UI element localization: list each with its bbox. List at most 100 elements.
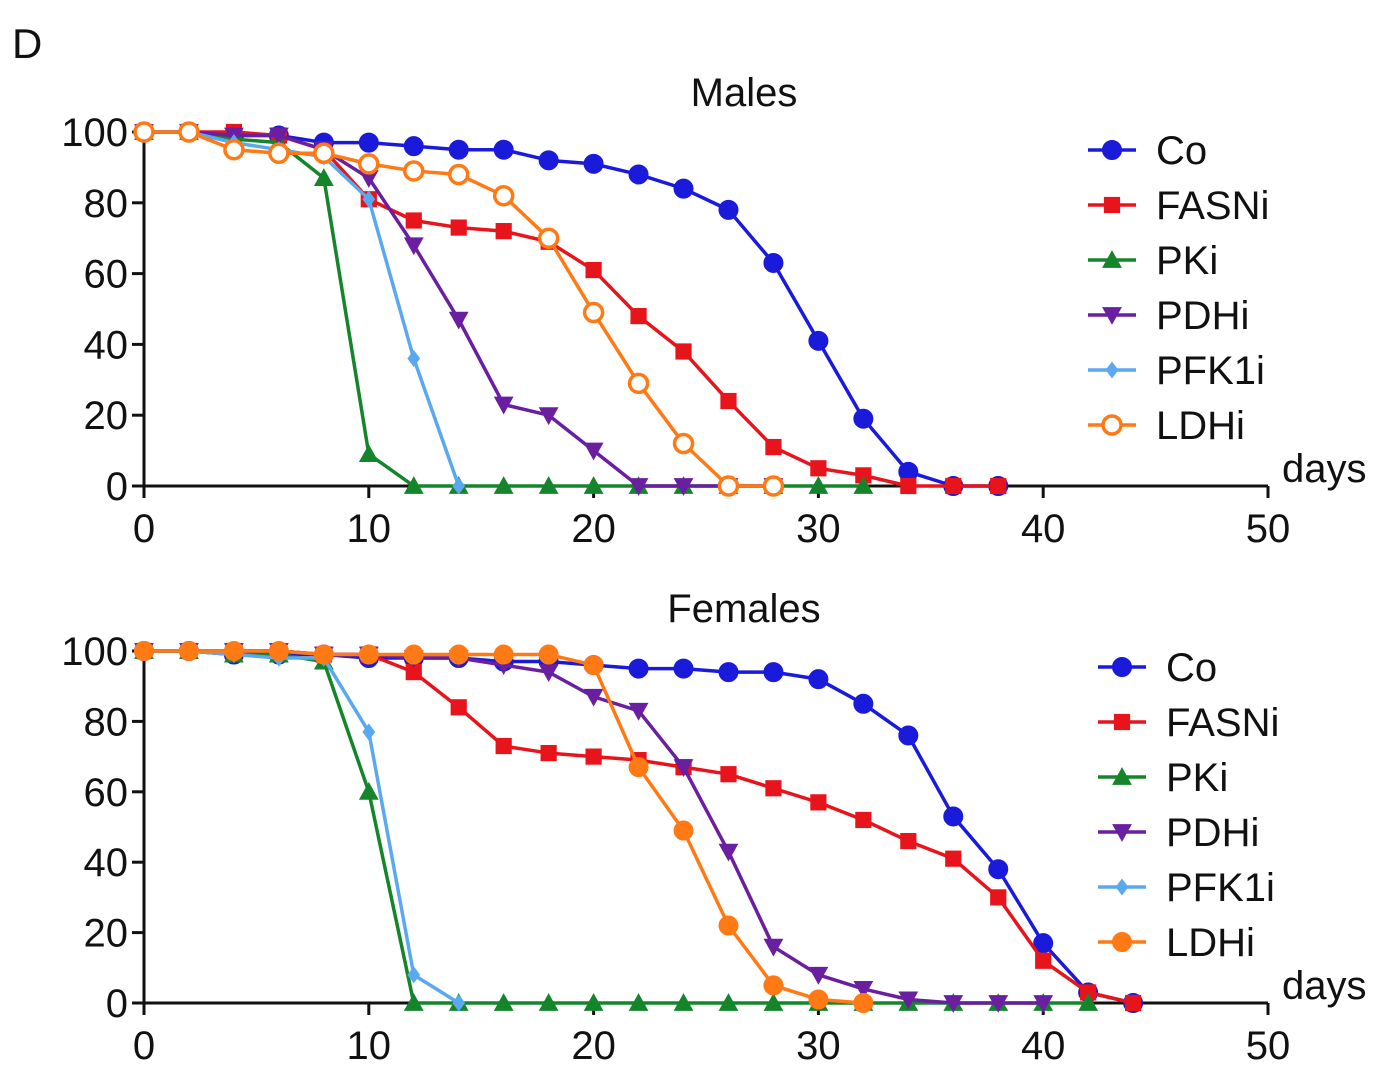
data-point-co xyxy=(448,139,469,160)
x-tick-label: 40 xyxy=(1021,1024,1066,1062)
data-point-ldhi xyxy=(447,163,470,186)
y-tick-label: 60 xyxy=(84,253,129,297)
data-point-ldhi xyxy=(313,644,334,665)
legend-marker-fasni xyxy=(1103,196,1121,214)
chart-panel-females: Females 0 20 40 60 80 100 0 10 20 30 40 50 days Co FASN… xyxy=(61,587,1366,1067)
legend-label-ldhi: LDHi xyxy=(1156,404,1245,448)
data-point-co xyxy=(628,164,649,185)
x-tick-label: 50 xyxy=(1246,1024,1291,1062)
data-point-pki xyxy=(1078,993,1099,1011)
x-tick-label: 0 xyxy=(133,1024,155,1062)
data-point-fasni xyxy=(855,811,872,829)
data-point-pdhi xyxy=(673,478,694,496)
x-tick-label: 30 xyxy=(796,1024,841,1062)
data-point-co xyxy=(808,669,829,690)
data-point-pdhi xyxy=(493,396,514,415)
data-point-ldhi xyxy=(628,757,649,778)
legend-item-pki: PKi xyxy=(1098,756,1228,800)
data-point-fasni xyxy=(855,467,872,484)
data-point-ldhi xyxy=(718,915,739,936)
data-point-ldhi xyxy=(538,644,559,665)
data-point-pdhi xyxy=(988,995,1009,1013)
y-tick-label: 40 xyxy=(84,841,129,885)
data-point-ldhi xyxy=(403,160,425,182)
data-point-pdhi xyxy=(583,442,604,461)
legend-label-fasni: FASNi xyxy=(1156,184,1269,228)
x-axis-label: days xyxy=(1282,447,1367,491)
legend-label-pdhi: PDHi xyxy=(1166,811,1259,855)
data-point-ldhi xyxy=(178,121,200,143)
legend-marker-pki xyxy=(1102,250,1122,268)
data-point-pki xyxy=(403,993,424,1011)
data-point-fasni xyxy=(585,261,602,279)
data-point-fasni xyxy=(945,850,962,867)
data-point-co xyxy=(808,330,829,351)
data-point-pki xyxy=(493,993,514,1011)
data-point-co xyxy=(1033,933,1054,954)
data-point-fasni xyxy=(1035,952,1052,969)
legend-item-pfk1i: PFK1i xyxy=(1088,349,1265,393)
data-point-fasni xyxy=(630,307,647,325)
legend-item-fasni: FASNi xyxy=(1098,701,1279,745)
data-point-pfk1i xyxy=(452,994,466,1012)
data-point-ldhi xyxy=(223,641,244,661)
data-point-co xyxy=(538,150,559,171)
data-point-ldhi xyxy=(358,644,379,665)
data-point-co xyxy=(853,693,874,714)
data-point-co xyxy=(943,806,964,827)
legend-label-co: Co xyxy=(1156,129,1207,173)
x-tick-label: 50 xyxy=(1246,507,1291,551)
data-point-pki xyxy=(628,993,649,1011)
x-tick-label: 10 xyxy=(347,507,392,551)
data-point-ldhi xyxy=(492,184,515,207)
data-point-pdhi xyxy=(538,407,559,426)
data-point-co xyxy=(583,153,604,174)
data-point-ldhi xyxy=(223,138,245,161)
legend-label-pdhi: PDHi xyxy=(1156,294,1249,338)
legend-label-pki: PKi xyxy=(1156,239,1218,283)
data-point-ldhi xyxy=(808,989,829,1010)
data-point-ldhi xyxy=(853,993,874,1013)
data-point-pki xyxy=(403,476,424,494)
data-point-fasni xyxy=(765,438,782,456)
data-point-ldhi xyxy=(448,644,469,665)
series-line-ldhi xyxy=(144,649,864,1005)
data-point-pdhi xyxy=(403,237,424,256)
data-point-co xyxy=(493,139,514,160)
data-point-pdhi xyxy=(628,478,649,496)
data-point-pki xyxy=(718,993,739,1011)
x-tick-label: 40 xyxy=(1021,507,1066,551)
data-point-fasni xyxy=(675,343,692,360)
data-point-pki xyxy=(763,993,784,1011)
legend-label-ldhi: LDHi xyxy=(1166,921,1255,965)
legend-item-ldhi: LDHi xyxy=(1088,404,1245,448)
legend-label-pfk1i: PFK1i xyxy=(1166,866,1275,910)
data-point-fasni xyxy=(495,223,512,240)
data-point-fasni xyxy=(810,794,827,811)
chart-title: Females xyxy=(667,587,820,631)
data-point-fasni xyxy=(450,699,467,716)
data-point-pfk1i xyxy=(452,477,466,495)
y-tick-label: 80 xyxy=(84,182,129,226)
data-point-pfk1i xyxy=(362,190,376,208)
x-tick-label: 10 xyxy=(347,1024,392,1062)
data-point-fasni xyxy=(405,664,422,681)
data-point-pfk1i xyxy=(407,350,421,368)
chart-title: Males xyxy=(691,71,798,115)
data-point-ldhi xyxy=(134,641,154,661)
data-point-pdhi xyxy=(943,995,964,1013)
data-point-pdhi xyxy=(853,981,874,999)
data-point-pki xyxy=(538,993,559,1011)
data-point-pki xyxy=(493,476,514,494)
data-point-fasni xyxy=(1080,984,1097,1001)
data-point-co xyxy=(763,252,784,273)
legend-label-pfk1i: PFK1i xyxy=(1156,349,1265,393)
data-point-pdhi xyxy=(898,991,919,1010)
panel-label: D xyxy=(12,20,42,67)
data-point-ldhi xyxy=(672,432,695,455)
data-point-pdhi xyxy=(763,938,784,957)
data-point-fasni xyxy=(720,766,737,783)
series-line-pfk1i xyxy=(144,130,461,487)
y-tick-label: 0 xyxy=(106,982,128,1026)
